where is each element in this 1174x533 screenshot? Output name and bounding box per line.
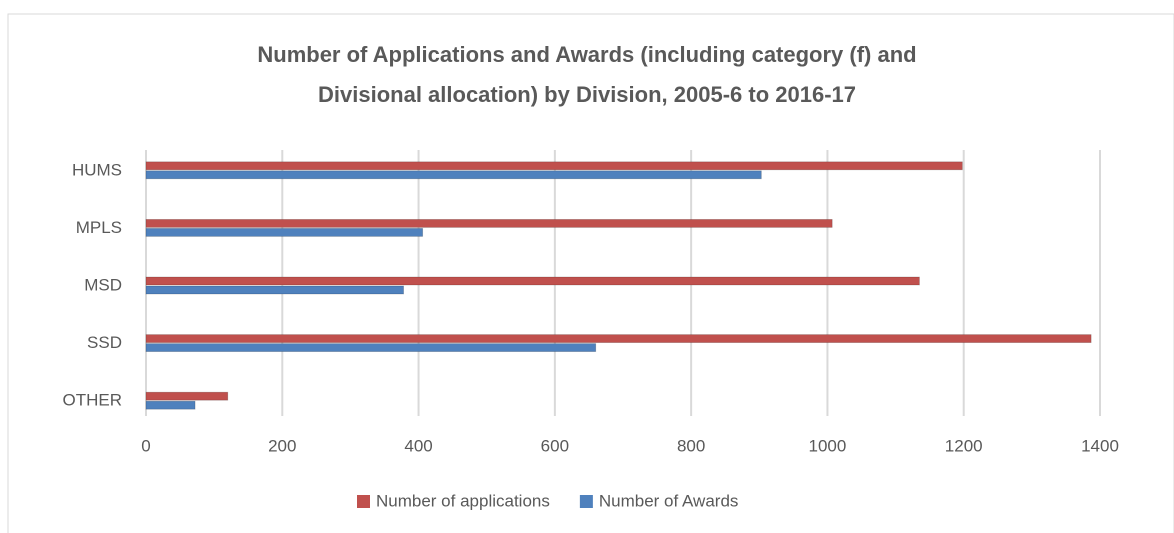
x-tick-label: 800 bbox=[677, 436, 705, 455]
legend-label: Number of applications bbox=[376, 491, 550, 510]
bar bbox=[145, 218, 833, 228]
bar bbox=[145, 285, 404, 295]
x-tick-label: 1000 bbox=[809, 436, 847, 455]
x-tick-label: 200 bbox=[268, 436, 296, 455]
bar bbox=[145, 276, 920, 286]
chart-title: Divisional allocation) by Division, 2005… bbox=[318, 82, 856, 107]
x-tick-label: 400 bbox=[404, 436, 432, 455]
bar bbox=[145, 227, 424, 237]
chart-border bbox=[7, 13, 1174, 533]
legend-label: Number of Awards bbox=[599, 491, 739, 510]
y-tick-label: MPLS bbox=[76, 218, 122, 237]
x-tick-label: 1400 bbox=[1081, 436, 1119, 455]
y-tick-label: HUMS bbox=[72, 160, 122, 179]
x-tick-label: 0 bbox=[141, 436, 150, 455]
y-tick-label: OTHER bbox=[63, 391, 123, 410]
x-tick-label: 600 bbox=[541, 436, 569, 455]
bar bbox=[145, 343, 597, 353]
bar bbox=[145, 400, 196, 410]
y-tick-label: SSD bbox=[87, 333, 122, 352]
chart-title: Number of Applications and Awards (inclu… bbox=[257, 42, 916, 67]
y-tick-label: MSD bbox=[84, 275, 122, 294]
bar bbox=[145, 391, 229, 401]
bar bbox=[145, 161, 963, 171]
x-tick-label: 1200 bbox=[945, 436, 983, 455]
bar bbox=[145, 170, 762, 180]
bar bbox=[145, 334, 1092, 344]
legend-swatch bbox=[357, 495, 370, 508]
legend-swatch bbox=[579, 495, 593, 508]
